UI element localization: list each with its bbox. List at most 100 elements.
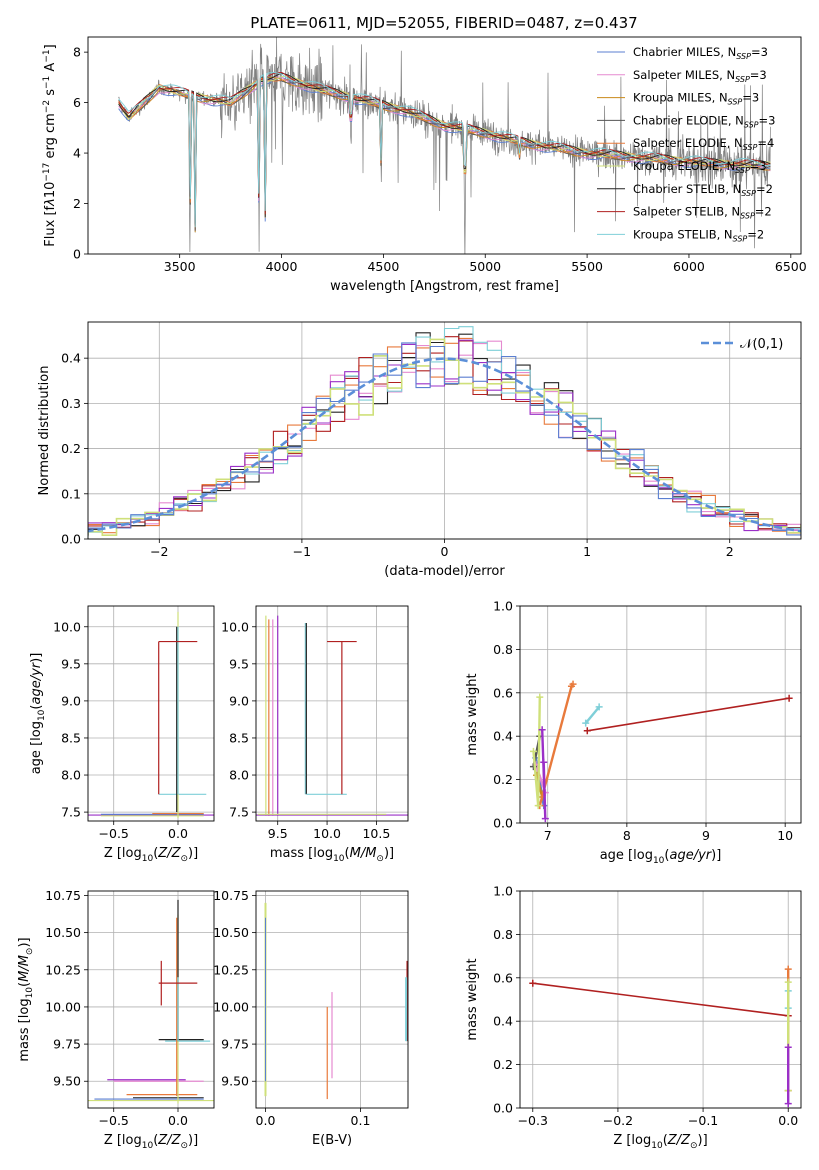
y-tick-label: 9.75 xyxy=(221,1037,249,1052)
legend: 𝒩(0,1) xyxy=(701,337,783,352)
axes-overlay: 0.0 0.1 9.50 9.75 10.00 10.25 10.50 10.75 E(B-V) xyxy=(213,888,409,1148)
x-tick-label: 0.0 xyxy=(168,1113,188,1128)
plot-area xyxy=(264,902,408,1100)
x-tick-label: −0.5 xyxy=(99,826,129,841)
plot-area xyxy=(529,680,793,823)
y-tick-label: 9.5 xyxy=(61,656,81,671)
legend-label: Kroupa ELODIE, NSSP=3 xyxy=(633,159,767,175)
legend: Chabrier MILES, NSSP=3 Salpeter MILES, NS… xyxy=(597,45,775,243)
legend-label: Chabrier MILES, NSSP=3 xyxy=(633,45,768,61)
model-line xyxy=(118,71,771,226)
plot-area xyxy=(529,965,792,1108)
panel-weight_vs_Z: −0.3 −0.2 −0.1 0.0 0.0 0.2 0.4 0.6 0.8 1.0 Z [log1… xyxy=(465,884,802,1151)
data-point xyxy=(595,703,603,711)
x-axis-label: Z [log10(Z/Z⊙)] xyxy=(104,1133,198,1151)
x-tick-label: 0.0 xyxy=(168,826,188,841)
y-axis-label: Flux [fλ10−17 erg cm−2 s−1 A−1] xyxy=(42,44,58,246)
x-tick-label: 9.5 xyxy=(268,826,288,841)
plot-area xyxy=(256,615,408,816)
series-line xyxy=(587,697,790,732)
legend-label: 𝒩(0,1) xyxy=(740,337,783,352)
data-point xyxy=(541,815,549,823)
x-tick-label: 4000 xyxy=(266,259,298,274)
y-axis-label: mass weight xyxy=(465,673,480,755)
axes-frame xyxy=(87,36,802,255)
y-tick-label: 10.00 xyxy=(213,999,249,1014)
x-axis-label: E(B-V) xyxy=(312,1133,352,1148)
axes-overlay: −2 −1 0 1 2 0.0 0.1 0.2 0.3 0.4 (data-model)/error… xyxy=(37,321,802,579)
axes-frame xyxy=(519,890,802,1109)
data-point xyxy=(583,727,591,735)
x-tick-label: 10 xyxy=(777,828,793,843)
y-tick-label: 0.8 xyxy=(493,927,513,942)
axes-overlay: 7 8 9 10 0.0 0.2 0.4 0.6 0.8 1.0 age [log10(age/yr… xyxy=(465,599,802,866)
y-tick-label: 0.2 xyxy=(61,441,81,456)
panel-mass_vs_EBV: 0.0 0.1 9.50 9.75 10.00 10.25 10.50 10.75 E(B-V) xyxy=(213,888,409,1148)
y-tick-label: 1.0 xyxy=(493,884,513,899)
figure-title: PLATE=0611, MJD=52055, FIBERID=0487, z=0… xyxy=(250,14,637,32)
data-point xyxy=(529,747,537,755)
y-tick-label: 0.6 xyxy=(493,970,513,985)
y-tick-label: 9.5 xyxy=(229,656,249,671)
data-point xyxy=(529,979,537,987)
data-point xyxy=(785,694,793,702)
y-tick-label: 10.50 xyxy=(45,925,81,940)
legend-label: Salpeter STELIB, NSSP=2 xyxy=(633,205,772,221)
x-axis-label: mass [log10(M/M⊙)] xyxy=(270,846,394,864)
data-point xyxy=(784,965,792,973)
y-tick-label: 0.4 xyxy=(493,729,513,744)
x-tick-label: 5500 xyxy=(571,259,603,274)
y-tick-label: 10.75 xyxy=(45,888,81,903)
x-tick-label: 8 xyxy=(623,828,631,843)
y-tick-label: 8.0 xyxy=(229,768,249,783)
y-tick-label: 8.0 xyxy=(61,768,81,783)
x-tick-label: −0.1 xyxy=(688,1113,718,1128)
x-axis-label: wavelength [Angstrom, rest frame] xyxy=(330,279,559,294)
axes-frame xyxy=(519,605,802,824)
y-axis-label: Normed distribution xyxy=(37,366,52,496)
y-tick-label: 0.0 xyxy=(493,816,513,831)
y-tick-label: 8.5 xyxy=(61,730,81,745)
y-tick-label: 0.2 xyxy=(493,772,513,787)
y-tick-label: 7.5 xyxy=(61,805,81,820)
y-tick-label: 9.0 xyxy=(61,693,81,708)
plot-area xyxy=(88,611,214,819)
y-axis-label: mass [log10(M/M⊙)] xyxy=(17,937,35,1061)
y-tick-label: 0.0 xyxy=(61,532,81,547)
legend-label: Salpeter ELODIE, NSSP=4 xyxy=(633,136,774,152)
y-tick-label: 0.8 xyxy=(493,642,513,657)
axes-frame xyxy=(87,890,215,1109)
y-tick-label: 9.50 xyxy=(53,1074,81,1089)
y-tick-label: 0.4 xyxy=(493,1014,513,1029)
y-tick-label: 0.4 xyxy=(61,351,81,366)
y-tick-label: 10.00 xyxy=(45,999,81,1014)
data-point xyxy=(534,802,542,810)
axes-frame xyxy=(87,605,215,822)
axes-frame xyxy=(255,605,409,822)
y-tick-label: 8 xyxy=(73,45,81,60)
x-tick-label: 2 xyxy=(726,544,734,559)
x-tick-label: −0.5 xyxy=(99,1113,129,1128)
x-tick-label: 10.5 xyxy=(362,826,390,841)
x-tick-label: 9 xyxy=(702,828,710,843)
y-tick-label: 0.0 xyxy=(493,1101,513,1116)
panel-spectrum: 3500 4000 4500 5000 5500 6000 6500 0 2 4 6 8 wavelen… xyxy=(42,36,807,294)
data-point xyxy=(784,1043,792,1051)
y-tick-label: 4 xyxy=(73,146,81,161)
x-axis-label: Z [log10(Z/Z⊙)] xyxy=(613,1133,707,1151)
panel-mass_vs_Z: −0.5 0.0 9.50 9.75 10.00 10.25 10.50 10.75 Z [lo… xyxy=(17,888,215,1151)
y-tick-label: 9.50 xyxy=(221,1074,249,1089)
y-tick-label: 8.5 xyxy=(229,730,249,745)
x-tick-label: 6500 xyxy=(775,259,807,274)
y-tick-label: 0.3 xyxy=(61,396,81,411)
x-axis-label: age [log10(age/yr)] xyxy=(600,848,722,866)
panel-weight_vs_age: 7 8 9 10 0.0 0.2 0.4 0.6 0.8 1.0 age [log10(age/yr… xyxy=(465,599,802,866)
x-tick-label: 5000 xyxy=(469,259,501,274)
series-line xyxy=(584,706,601,724)
y-tick-label: 7.5 xyxy=(229,805,249,820)
series-line xyxy=(532,982,789,1017)
model-line xyxy=(118,78,771,228)
panel-residuals: −2 −1 0 1 2 0.0 0.1 0.2 0.3 0.4 (data-model)/error… xyxy=(37,321,802,579)
x-tick-label: 3500 xyxy=(164,259,196,274)
data-point xyxy=(784,978,792,986)
